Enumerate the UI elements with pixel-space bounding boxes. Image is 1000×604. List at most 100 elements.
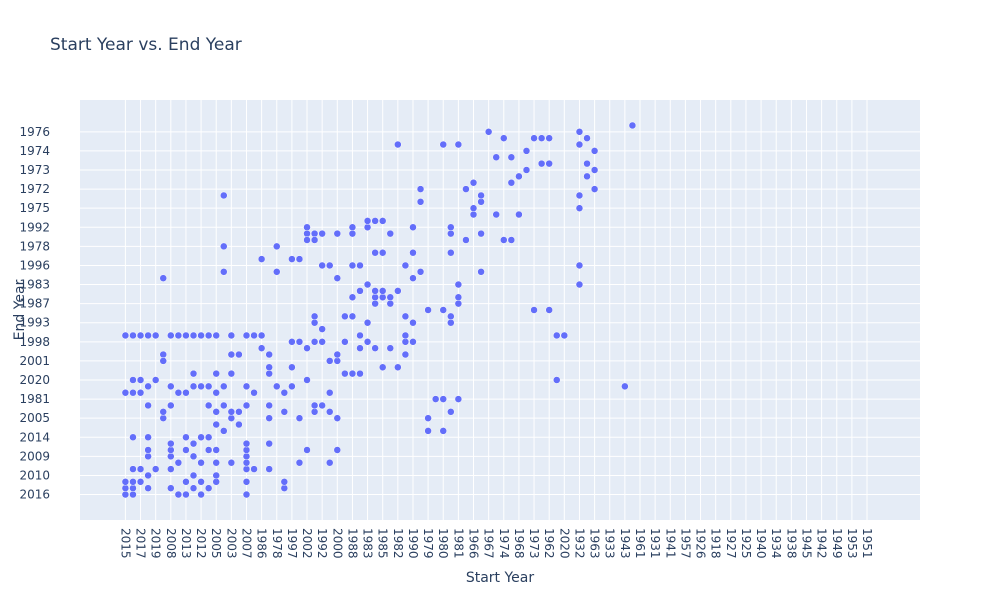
point — [348, 229, 357, 238]
point — [515, 210, 523, 219]
point — [409, 274, 417, 282]
point — [333, 350, 342, 359]
point — [333, 357, 342, 365]
grid — [80, 100, 920, 520]
point — [515, 172, 523, 181]
point — [295, 414, 304, 422]
point — [462, 185, 470, 193]
point — [469, 178, 478, 187]
point — [469, 204, 478, 212]
point — [242, 382, 251, 391]
point — [386, 344, 395, 352]
point — [242, 446, 251, 454]
x-tick-label: 1931 — [648, 528, 662, 559]
x-tick-label: 1968 — [512, 528, 526, 559]
point — [250, 465, 258, 473]
point — [280, 408, 289, 416]
point — [204, 382, 213, 391]
point — [220, 242, 228, 251]
point — [590, 166, 599, 174]
x-tick-label: 1925 — [739, 528, 753, 559]
point — [144, 382, 152, 391]
x-tick-label: 1940 — [754, 528, 768, 559]
y-tick-label: 1975 — [19, 201, 50, 215]
point — [250, 388, 258, 397]
point — [348, 293, 357, 302]
point — [136, 478, 145, 486]
point — [220, 268, 228, 276]
point — [265, 439, 273, 448]
point — [545, 306, 553, 314]
point — [257, 331, 266, 340]
point — [447, 312, 455, 321]
point — [454, 395, 463, 403]
point — [197, 490, 205, 499]
point — [409, 223, 417, 232]
point — [447, 223, 455, 232]
point — [159, 414, 167, 422]
point — [197, 331, 205, 340]
point — [575, 140, 584, 149]
point — [136, 331, 145, 340]
point — [212, 458, 220, 467]
point — [257, 255, 266, 263]
point — [182, 388, 190, 397]
point — [507, 236, 516, 244]
point — [159, 274, 167, 282]
point — [151, 376, 160, 384]
point — [386, 299, 395, 308]
point — [144, 452, 152, 461]
point — [151, 465, 160, 473]
point — [189, 452, 198, 461]
x-tick-label: 1951 — [860, 528, 874, 559]
point — [136, 465, 145, 473]
point — [189, 439, 198, 448]
point — [325, 261, 334, 270]
point — [242, 465, 251, 473]
point — [394, 287, 402, 295]
y-tick-label: 1992 — [19, 220, 50, 234]
point — [204, 484, 213, 492]
point — [590, 185, 599, 193]
x-tick-label: 2019 — [149, 528, 163, 559]
point — [273, 268, 281, 276]
x-tick-label: 2002 — [300, 528, 314, 559]
point — [265, 414, 273, 422]
point — [121, 484, 130, 492]
point — [280, 388, 289, 397]
point — [378, 248, 387, 257]
point — [189, 331, 198, 340]
x-tick-label: 2005 — [209, 528, 223, 559]
point — [371, 344, 379, 352]
point — [333, 229, 342, 238]
point — [530, 306, 538, 314]
point — [454, 299, 463, 308]
point — [401, 350, 410, 359]
point — [424, 306, 432, 314]
x-tick-label: 2003 — [224, 528, 238, 559]
x-tick-label: 1942 — [815, 528, 829, 559]
x-tick-label: 1990 — [406, 528, 420, 559]
y-tick-label: 1976 — [19, 125, 50, 139]
point — [197, 433, 205, 442]
x-tick-label: 1966 — [467, 528, 481, 559]
x-tick-label: 1957 — [678, 528, 692, 559]
point — [378, 287, 387, 295]
x-tick-label: 1943 — [618, 528, 632, 559]
y-tick-label: 2005 — [19, 411, 50, 425]
point — [167, 331, 175, 340]
point — [295, 458, 304, 467]
point — [129, 376, 137, 384]
point — [212, 446, 220, 454]
point — [325, 408, 334, 416]
point — [507, 178, 516, 187]
point — [204, 446, 213, 454]
point — [431, 395, 440, 403]
point — [424, 427, 432, 435]
point — [273, 382, 281, 391]
point — [447, 408, 455, 416]
point — [227, 408, 236, 416]
point — [121, 478, 130, 486]
point — [288, 255, 296, 263]
point — [310, 338, 319, 346]
